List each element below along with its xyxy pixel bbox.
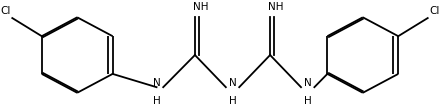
Text: N: N (229, 78, 236, 88)
Text: Cl: Cl (429, 6, 439, 16)
Text: H: H (229, 96, 236, 106)
Text: N: N (153, 78, 161, 88)
Text: NH: NH (268, 2, 283, 12)
Text: Cl: Cl (1, 6, 11, 16)
Text: N: N (304, 78, 312, 88)
Text: H: H (304, 96, 312, 106)
Text: H: H (153, 96, 161, 106)
Text: NH: NH (193, 2, 208, 12)
